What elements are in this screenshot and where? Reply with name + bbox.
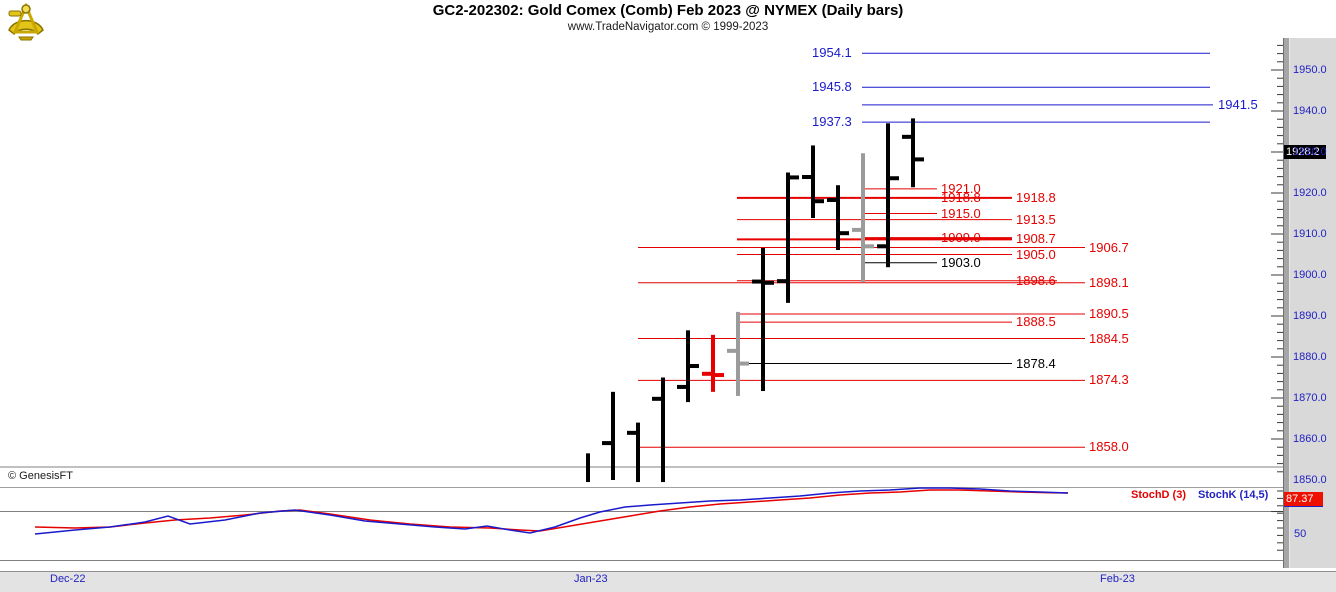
price-bar [886,123,890,268]
price-bar [661,377,665,483]
chart-subtitle: www.TradeNavigator.com © 1999-2023 [567,21,769,33]
level-label-1909.0[interactable]: 1909.0 [941,230,981,246]
level-label-1898.6[interactable]: 1898.6 [1016,272,1056,288]
level-label-1908.7[interactable]: 1908.7 [1016,231,1056,247]
price-bar-open-tick [627,430,636,435]
price-axis-label: 1870.0 [1293,392,1327,404]
legend-stochd[interactable]: StochD (3) [1131,489,1186,501]
price-axis-label: 1890.0 [1293,310,1327,322]
price-bar-close-tick [715,373,724,378]
level-label-1937.3[interactable]: 1937.3 [812,114,852,130]
level-label-1884.5[interactable]: 1884.5 [1089,330,1129,346]
price-bar-close-tick [840,231,849,236]
axis-splitter-bar[interactable] [1283,38,1290,568]
price-bar [636,422,640,483]
level-label-1918.8[interactable]: 1918.8 [1016,189,1056,205]
price-bar-close-tick [865,244,874,249]
price-bar [611,391,615,480]
genesisft-watermark: © GenesisFT [8,470,73,482]
level-label-1898.1[interactable]: 1898.1 [1089,274,1129,290]
level-label-1915.0[interactable]: 1915.0 [941,205,981,221]
price-bar-close-tick [890,176,899,181]
date-axis-label-Feb-23: Feb-23 [1100,573,1135,585]
price-bar-open-tick [752,279,761,284]
genesisft-logo-icon [5,2,47,41]
price-bar-open-tick [777,279,786,284]
price-axis-label: 1910.0 [1293,228,1327,240]
price-bar-open-tick [827,197,836,202]
price-bar-close-tick [740,361,749,366]
price-axis-label: 1850.0 [1293,474,1327,486]
price-bar-close-tick [790,175,799,180]
level-label-1874.3[interactable]: 1874.3 [1089,372,1129,388]
price-bar [836,185,840,250]
price-bar-open-tick [602,441,611,446]
price-bar [861,153,865,282]
price-bar [736,311,740,396]
price-bar [911,118,915,188]
price-bar-close-tick [815,199,824,204]
price-bar-open-tick [852,227,861,232]
level-label-1905.0[interactable]: 1905.0 [1016,246,1056,262]
level-label-1858.0[interactable]: 1858.0 [1089,439,1129,455]
price-axis-label: 1940.0 [1293,105,1327,117]
price-bar-close-tick [690,364,699,369]
price-bar [711,334,715,392]
price-axis-label: 1880.0 [1293,351,1327,363]
price-axis-label: 1950.0 [1293,64,1327,76]
chart-title: GC2-202302: Gold Comex (Comb) Feb 2023 @… [432,2,904,19]
price-bar [586,453,590,483]
price-bar [761,247,765,392]
price-bar-open-tick [902,134,911,139]
price-bar [686,330,690,403]
price-axis-label: 1920.0 [1293,187,1327,199]
level-label-1921.0[interactable]: 1921.0 [941,180,981,196]
price-bar-open-tick [652,396,661,401]
price-bar-close-tick [765,280,774,285]
level-label-1945.8[interactable]: 1945.8 [812,79,852,95]
level-label-1941.5[interactable]: 1941.5 [1218,96,1258,112]
price-bar-open-tick [877,244,886,249]
price-bar-open-tick [702,371,711,376]
price-bar-open-tick [727,348,736,353]
legend-stochk[interactable]: StochK (14,5) [1198,489,1269,501]
price-axis-label: 1860.0 [1293,433,1327,445]
price-axis-label: 1930.0 [1293,146,1327,158]
level-label-1878.4[interactable]: 1878.4 [1016,355,1056,371]
level-label-1903.0[interactable]: 1903.0 [941,254,981,270]
stoch-k-line [34,487,1069,535]
level-label-1888.5[interactable]: 1888.5 [1016,314,1056,330]
level-label-1906.7[interactable]: 1906.7 [1089,239,1129,255]
price-bar [786,172,790,303]
last-price-badge: 1928.2 [1284,145,1326,159]
price-bar-open-tick [802,175,811,180]
date-axis-strip [0,571,1336,592]
level-label-1918.8[interactable]: 1918.8 [941,189,981,205]
date-axis-label-Dec-22: Dec-22 [50,573,86,585]
level-label-1913.5[interactable]: 1913.5 [1016,211,1056,227]
price-axis-label: 1900.0 [1293,269,1327,281]
level-label-1954.1[interactable]: 1954.1 [812,45,852,61]
stoch-d-line [34,489,1069,532]
date-axis-label-Jan-23: Jan-23 [574,573,608,585]
price-bar-close-tick [915,157,924,162]
price-axis-strip[interactable] [1289,38,1336,568]
stoch-value-badge: 87.37 [1284,492,1323,507]
price-bar-open-tick [677,384,686,389]
stoch-midline-label: 50 [1294,528,1307,540]
level-label-1890.5[interactable]: 1890.5 [1089,305,1129,321]
price-bar [811,145,815,219]
